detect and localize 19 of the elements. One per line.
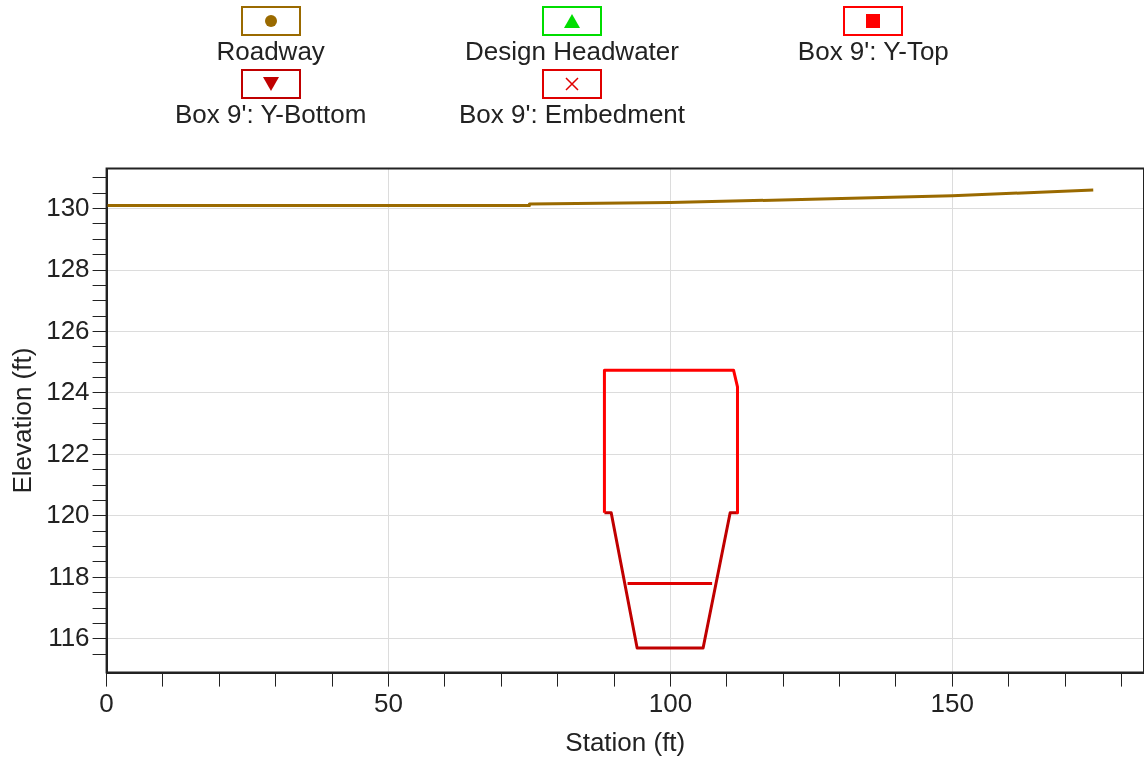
x-tick-label: 50 <box>374 688 403 719</box>
x-tick-label: 0 <box>99 688 114 719</box>
y-axis-title: Elevation (ft) <box>6 347 37 494</box>
x-tick-label: 100 <box>648 688 693 719</box>
y-tick-label: 122 <box>46 437 90 468</box>
y-tick-label: 126 <box>46 314 90 345</box>
legend-label: Design Headwater <box>465 36 679 67</box>
y-tick-label: 130 <box>46 191 90 222</box>
y-tick-label: 128 <box>46 253 90 284</box>
x-axis-title: Station (ft) <box>565 726 686 757</box>
legend-label: Box 9': Y-Bottom <box>174 99 367 130</box>
y-tick-label: 120 <box>46 499 90 530</box>
legend-label: Box 9': Embedment <box>458 99 686 130</box>
x-tick-label: 150 <box>930 688 974 719</box>
legend-label: Box 9': Y-Top <box>797 36 949 67</box>
y-tick-label: 116 <box>48 621 90 652</box>
y-tick-label: 118 <box>48 560 90 591</box>
y-tick-label: 124 <box>46 376 90 407</box>
legend-label: Roadway <box>216 36 325 67</box>
